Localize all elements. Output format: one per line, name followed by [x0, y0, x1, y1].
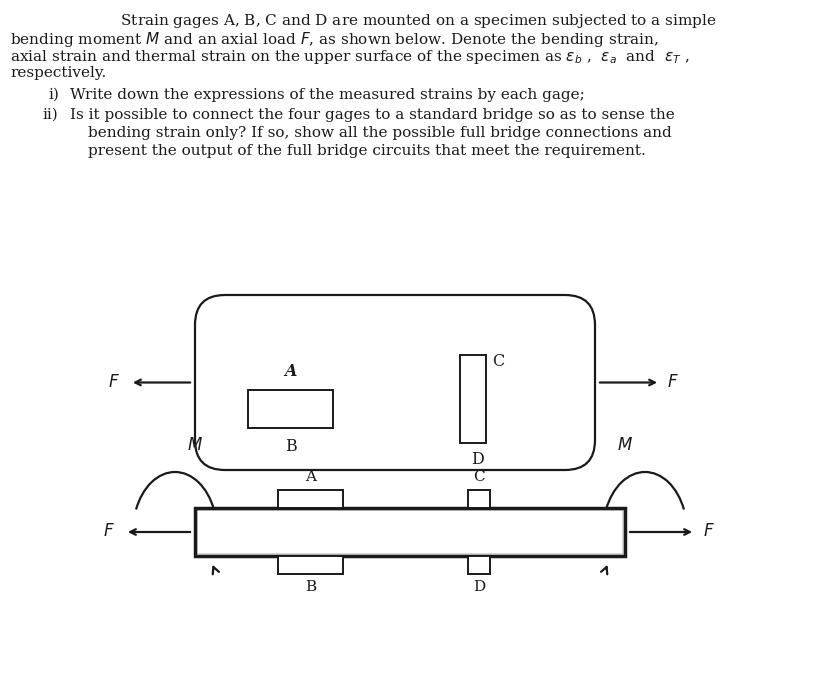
Text: C: C [473, 470, 484, 484]
Text: B: B [305, 580, 316, 594]
Text: ii): ii) [42, 108, 57, 122]
Bar [278, 490, 343, 508]
Text: A: A [305, 470, 316, 484]
Text: respectively.: respectively. [10, 66, 106, 80]
Text: C: C [492, 353, 504, 370]
Bar [278, 556, 343, 574]
Text: $F$: $F$ [667, 374, 679, 391]
FancyBboxPatch shape [195, 295, 595, 470]
Text: $F$: $F$ [703, 524, 715, 541]
Text: D: D [470, 451, 484, 468]
Text: Write down the expressions of the measured strains by each gage;: Write down the expressions of the measur… [70, 88, 585, 102]
Bar [468, 556, 490, 574]
Text: axial strain and thermal strain on the upper surface of the specimen as $\vareps: axial strain and thermal strain on the u… [10, 48, 690, 66]
Text: i): i) [48, 88, 59, 102]
Text: D: D [473, 580, 485, 594]
Text: bending strain only? If so, show all the possible full bridge connections and: bending strain only? If so, show all the… [88, 126, 671, 140]
Text: $M$: $M$ [617, 437, 633, 454]
Text: $M$: $M$ [187, 437, 203, 454]
Text: $F$: $F$ [108, 374, 120, 391]
Bar [468, 490, 490, 508]
Text: bending moment $M$ and an axial load $F$, as shown below. Denote the bending str: bending moment $M$ and an axial load $F$… [10, 30, 659, 49]
Text: A: A [284, 363, 297, 380]
Text: B: B [285, 438, 297, 455]
Bar [198, 511, 622, 553]
Bar [195, 508, 625, 556]
Text: $F$: $F$ [103, 524, 115, 541]
Text: $\enspace$Strain gages A, B, C and D are mounted on a specimen subjected to a si: $\enspace$Strain gages A, B, C and D are… [113, 12, 717, 30]
Text: Is it possible to connect the four gages to a standard bridge so as to sense the: Is it possible to connect the four gages… [70, 108, 675, 122]
Bar [460, 355, 486, 443]
Text: present the output of the full bridge circuits that meet the requirement.: present the output of the full bridge ci… [88, 144, 646, 158]
Bar [248, 390, 333, 428]
Bar [195, 508, 625, 556]
